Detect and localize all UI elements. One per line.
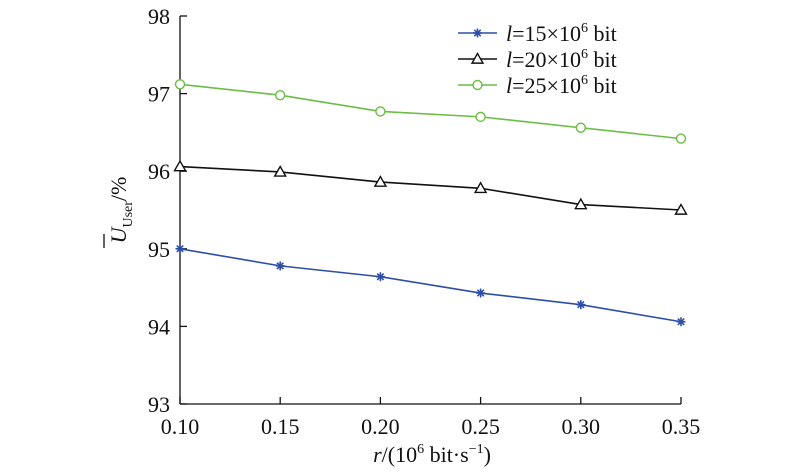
legend-unit: bit xyxy=(588,47,617,72)
y-axis-title: UUser/% xyxy=(103,177,136,248)
x-axis-title: r/(106 bit·s−1) xyxy=(373,442,491,467)
x-axis-unit: bit·s xyxy=(424,442,469,467)
y-tick-label: 95 xyxy=(148,237,170,262)
series-line xyxy=(179,83,682,140)
y-ticks: 93 94 95 96 97 98 xyxy=(148,4,187,417)
legend-marker xyxy=(473,28,482,38)
data-point xyxy=(173,159,187,172)
data-point xyxy=(576,300,586,310)
data-point xyxy=(175,244,185,254)
legend-exp: 6 xyxy=(581,73,588,88)
x-axis-exp: 6 xyxy=(417,442,424,457)
series-line xyxy=(179,165,682,211)
data-point xyxy=(375,272,385,282)
x-axis-var: r xyxy=(373,442,382,467)
data-point xyxy=(575,122,586,133)
x-axis-close: ) xyxy=(484,442,491,467)
data-point xyxy=(674,203,688,215)
legend-label: l=25×106 bit xyxy=(506,73,617,98)
legend-label: l=15×106 bit xyxy=(506,21,617,46)
y-tick-label: 97 xyxy=(148,82,170,107)
legend-entry: l=20×106 bit xyxy=(458,47,617,72)
legend-var: l xyxy=(506,47,512,72)
data-point xyxy=(574,197,588,210)
x-tick-label: 0.35 xyxy=(662,414,701,439)
x-tick-label: 0.25 xyxy=(461,414,500,439)
series-circle xyxy=(174,79,687,144)
x-tick-label: 0.30 xyxy=(562,414,601,439)
x-tick-label: 0.15 xyxy=(261,414,300,439)
legend-text: =20×10 xyxy=(512,47,581,72)
legend-unit: bit xyxy=(588,21,617,46)
legend-text: =15×10 xyxy=(512,21,581,46)
legend-var: l xyxy=(506,21,512,46)
x-tick-label: 0.10 xyxy=(161,414,200,439)
y-axis-unit: /% xyxy=(106,177,131,201)
series-triangle xyxy=(173,159,688,215)
x-ticks: 0.10 0.15 0.20 0.25 0.30 0.35 xyxy=(161,397,701,439)
data-point xyxy=(675,133,687,144)
data-point xyxy=(476,288,486,298)
legend-text: =25×10 xyxy=(512,73,581,98)
data-point xyxy=(375,106,386,117)
data-point xyxy=(473,181,488,194)
series-line xyxy=(179,248,682,323)
x-axis-unit-exp: −1 xyxy=(469,442,484,457)
x-tick-label: 0.20 xyxy=(361,414,400,439)
data-point xyxy=(676,317,686,327)
data-point xyxy=(475,111,486,123)
legend-unit: bit xyxy=(588,73,617,98)
data-point xyxy=(275,89,286,101)
series-star xyxy=(175,244,686,327)
y-tick-label: 96 xyxy=(148,159,170,184)
y-axis-sub: User xyxy=(121,201,136,228)
x-axis-text: /(10 xyxy=(382,442,417,467)
legend-var: l xyxy=(506,73,512,98)
series-layer xyxy=(173,79,688,327)
legend-marker xyxy=(472,79,483,91)
data-point xyxy=(373,175,388,187)
y-tick-label: 98 xyxy=(148,4,170,29)
data-point xyxy=(174,79,186,90)
y-tick-label: 94 xyxy=(148,314,170,339)
legend-exp: 6 xyxy=(581,21,588,36)
svg-text:UUser/%: UUser/% xyxy=(106,177,136,244)
legend-entry: l=25×106 bit xyxy=(458,73,617,98)
legend-entry: l=15×106 bit xyxy=(458,21,617,46)
legend-label: l=20×106 bit xyxy=(506,47,617,72)
data-point xyxy=(275,261,285,271)
legend-exp: 6 xyxy=(581,47,588,62)
y-tick-label: 93 xyxy=(148,392,170,417)
data-point xyxy=(273,165,287,177)
legend-marker xyxy=(470,52,485,64)
y-axis-var: U xyxy=(106,225,131,243)
